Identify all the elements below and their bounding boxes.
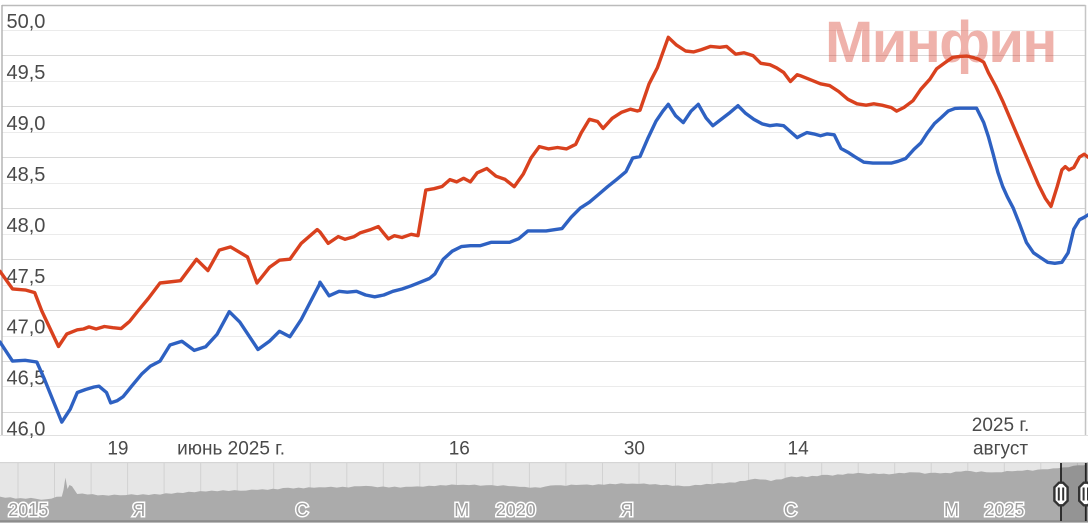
svg-text:август: август [973, 439, 1028, 460]
svg-text:М: М [454, 500, 469, 520]
svg-text:С: С [784, 500, 797, 520]
svg-text:46,0: 46,0 [7, 419, 46, 441]
svg-text:49,0: 49,0 [7, 113, 46, 135]
svg-text:16: 16 [449, 439, 470, 460]
svg-text:46,5: 46,5 [7, 368, 46, 390]
svg-text:48,5: 48,5 [7, 164, 46, 186]
svg-text:30: 30 [624, 439, 645, 460]
svg-text:июнь 2025 г.: июнь 2025 г. [177, 439, 285, 460]
svg-text:48,0: 48,0 [7, 215, 46, 237]
svg-text:14: 14 [788, 439, 810, 460]
svg-text:47,0: 47,0 [7, 317, 46, 339]
svg-text:2015: 2015 [8, 500, 48, 520]
svg-text:19: 19 [107, 439, 128, 460]
svg-text:С: С [296, 500, 309, 520]
svg-text:М: М [944, 500, 959, 520]
svg-text:49,5: 49,5 [7, 62, 46, 84]
svg-text:2025: 2025 [984, 500, 1024, 520]
svg-text:Я: Я [621, 500, 634, 520]
svg-text:Я: Я [132, 500, 145, 520]
svg-text:2020: 2020 [496, 500, 536, 520]
svg-text:47,5: 47,5 [7, 266, 46, 288]
svg-text:50,0: 50,0 [7, 11, 46, 33]
svg-text:2025 г.: 2025 г. [972, 415, 1029, 436]
